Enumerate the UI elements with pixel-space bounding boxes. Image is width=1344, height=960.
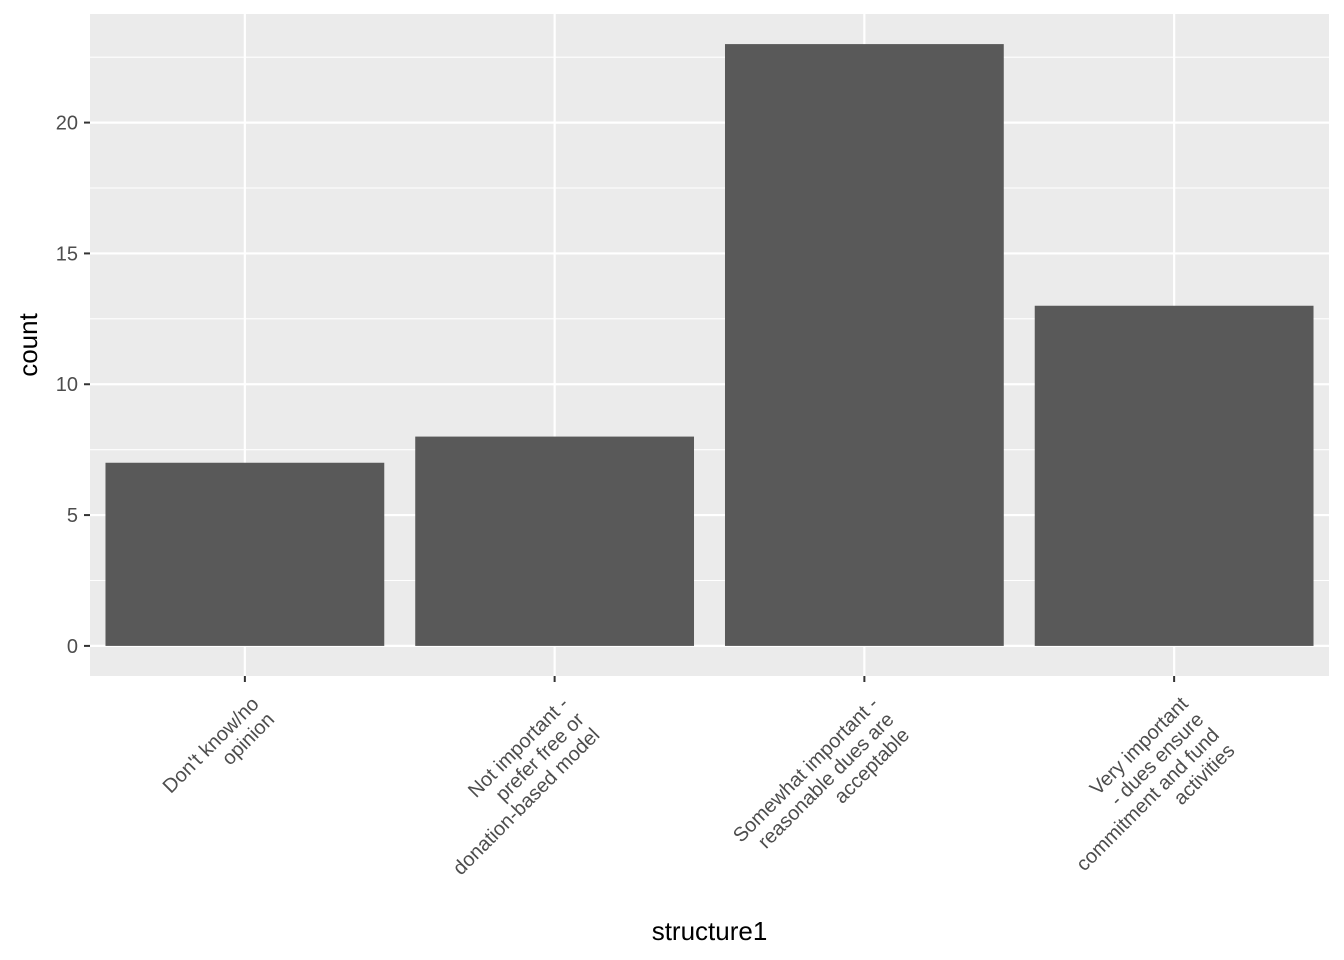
y-tick-label: 5 bbox=[67, 505, 78, 527]
y-tick-label: 20 bbox=[56, 113, 78, 135]
x-axis-title: structure1 bbox=[652, 916, 768, 946]
x-tick-label: Don't know/noopinion bbox=[159, 693, 279, 813]
x-tick-label: Very important- dues ensurecommitment an… bbox=[1041, 693, 1240, 892]
x-tick-label: Somewhat important -reasonable dues area… bbox=[729, 693, 914, 878]
bars bbox=[105, 44, 1314, 646]
bar bbox=[724, 44, 1004, 646]
y-tick-label: 0 bbox=[67, 636, 78, 658]
y-axis-title: count bbox=[13, 312, 43, 376]
bar bbox=[415, 436, 695, 646]
x-tick-label: Not important -prefer free ordonation-ba… bbox=[418, 693, 605, 880]
bar bbox=[105, 462, 385, 646]
bar bbox=[1034, 305, 1314, 646]
y-tick-label: 10 bbox=[56, 374, 78, 396]
y-tick-label: 15 bbox=[56, 243, 78, 265]
